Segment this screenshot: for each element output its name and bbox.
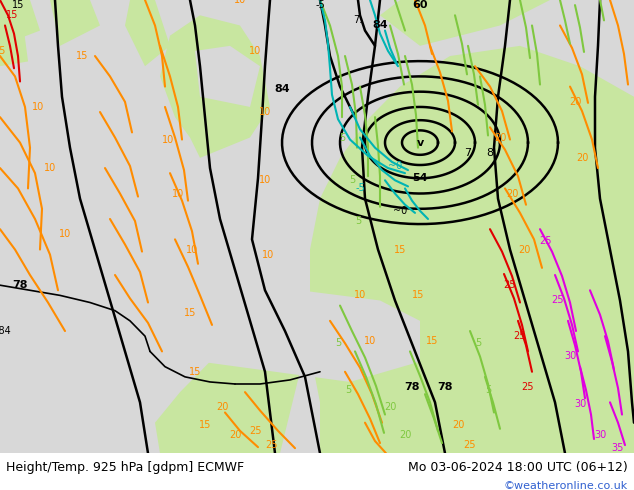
Text: 30: 30 xyxy=(574,399,586,409)
Text: 10: 10 xyxy=(364,336,376,346)
Polygon shape xyxy=(160,15,270,158)
Text: 84: 84 xyxy=(372,21,388,30)
Text: 15: 15 xyxy=(76,51,88,61)
Text: 10: 10 xyxy=(234,0,246,5)
Text: 15: 15 xyxy=(412,291,424,300)
Text: 7.: 7. xyxy=(353,15,363,25)
Text: 5: 5 xyxy=(345,385,351,395)
Text: 20: 20 xyxy=(518,245,530,254)
Text: 10: 10 xyxy=(259,175,271,185)
Text: ©weatheronline.co.uk: ©weatheronline.co.uk xyxy=(503,481,628,490)
Text: 25: 25 xyxy=(522,382,534,392)
Text: 10: 10 xyxy=(354,291,366,300)
Polygon shape xyxy=(200,290,420,382)
Text: 10: 10 xyxy=(259,107,271,117)
Polygon shape xyxy=(285,46,340,107)
Polygon shape xyxy=(125,0,170,66)
Text: 25: 25 xyxy=(539,236,551,246)
Text: 5: 5 xyxy=(355,216,361,226)
Text: 15: 15 xyxy=(184,308,196,318)
Text: ~0: ~0 xyxy=(388,161,402,171)
Text: 10: 10 xyxy=(262,249,274,260)
Text: 20: 20 xyxy=(452,420,464,430)
Polygon shape xyxy=(0,56,160,453)
Text: -84: -84 xyxy=(0,326,11,336)
Text: 25: 25 xyxy=(514,331,526,341)
Text: -5: -5 xyxy=(315,0,325,10)
Text: 7: 7 xyxy=(465,148,472,158)
Text: 5: 5 xyxy=(475,338,481,348)
Text: 15: 15 xyxy=(0,46,6,56)
Text: 20: 20 xyxy=(216,402,228,413)
Text: Mo 03-06-2024 18:00 UTC (06+12): Mo 03-06-2024 18:00 UTC (06+12) xyxy=(408,461,628,474)
Text: 5: 5 xyxy=(349,175,355,185)
Text: 30: 30 xyxy=(564,351,576,362)
Text: 35: 35 xyxy=(612,443,624,453)
Text: 10: 10 xyxy=(32,102,44,112)
Text: 15: 15 xyxy=(394,245,406,254)
Text: 20: 20 xyxy=(399,430,411,440)
Text: 25: 25 xyxy=(266,440,278,450)
Text: 10: 10 xyxy=(162,135,174,145)
Text: 20: 20 xyxy=(494,132,506,143)
Text: 25: 25 xyxy=(249,426,261,436)
Text: 25: 25 xyxy=(463,440,476,450)
Text: 20: 20 xyxy=(506,189,518,198)
Text: 20: 20 xyxy=(384,402,396,413)
Text: 15: 15 xyxy=(189,367,201,377)
Polygon shape xyxy=(50,0,100,46)
Text: 25: 25 xyxy=(552,295,564,305)
Text: 15: 15 xyxy=(426,336,438,346)
Text: -5: -5 xyxy=(355,183,365,194)
Text: ~0: ~0 xyxy=(393,206,407,216)
Text: 54: 54 xyxy=(412,173,428,183)
Text: 10: 10 xyxy=(172,189,184,198)
Text: 20: 20 xyxy=(229,430,241,440)
Text: 20: 20 xyxy=(576,153,588,163)
Text: 78: 78 xyxy=(437,382,453,392)
Text: 15: 15 xyxy=(12,0,24,10)
Text: 8: 8 xyxy=(486,148,493,158)
Polygon shape xyxy=(380,0,550,46)
Polygon shape xyxy=(155,331,300,453)
Text: v: v xyxy=(417,138,424,147)
Text: 60: 60 xyxy=(412,0,428,10)
Polygon shape xyxy=(195,46,260,107)
Text: 5: 5 xyxy=(485,385,491,395)
Polygon shape xyxy=(0,0,40,46)
Text: 20: 20 xyxy=(569,97,581,107)
Text: 15: 15 xyxy=(6,10,18,20)
Text: Height/Temp. 925 hPa [gdpm] ECMWF: Height/Temp. 925 hPa [gdpm] ECMWF xyxy=(6,461,245,474)
Text: 15: 15 xyxy=(199,420,211,430)
Text: 10: 10 xyxy=(44,163,56,173)
Polygon shape xyxy=(0,0,30,97)
Polygon shape xyxy=(310,46,634,453)
Text: 10: 10 xyxy=(249,46,261,56)
Text: 5: 5 xyxy=(335,338,341,348)
Text: 30: 30 xyxy=(594,430,606,440)
Text: 78: 78 xyxy=(12,280,28,290)
Text: 84: 84 xyxy=(274,84,290,94)
Text: 10: 10 xyxy=(186,245,198,254)
Text: 10: 10 xyxy=(59,229,71,239)
Text: 5: 5 xyxy=(339,132,345,143)
Text: 25: 25 xyxy=(504,280,516,290)
Text: 78: 78 xyxy=(404,382,420,392)
